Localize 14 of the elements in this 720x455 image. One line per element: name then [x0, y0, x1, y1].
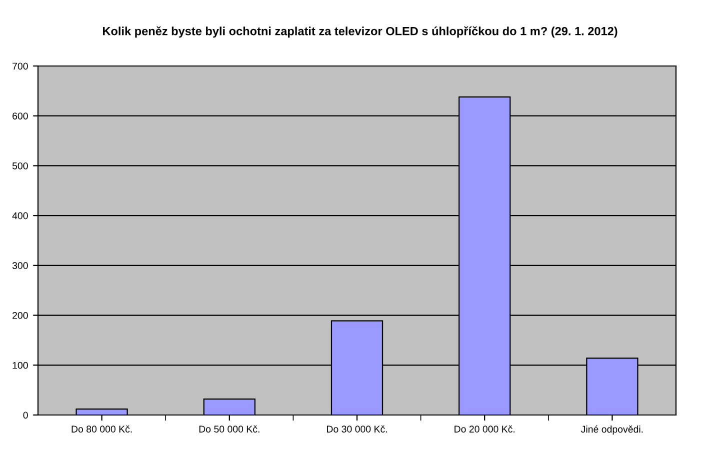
y-tick-label: 500	[12, 162, 28, 170]
x-tick-label: Do 30 000 Kč.	[326, 425, 387, 433]
y-tick-label: 0	[23, 412, 28, 419]
y-tick-label: 600	[12, 112, 28, 120]
chart-title: Kolik peněz byste byli ochotni zaplatit za televizor OLED s úhlopříčkou do 1 m? (29. 1. 2012)	[103, 26, 618, 38]
x-tick-label: Do 80 000 Kč.	[72, 425, 132, 433]
y-tick-label: 700	[12, 62, 28, 70]
y-tick-label: 200	[12, 312, 28, 319]
y-tick-label: 400	[12, 212, 28, 220]
x-tick-label: Do 20 000 Kč.	[454, 425, 515, 433]
x-tick-label: Jiné odpovědi.	[581, 425, 643, 435]
y-tick-label: 100	[12, 362, 28, 369]
y-tick-label: 300	[12, 262, 28, 270]
x-tick-label: Do 50 000 Kč.	[199, 425, 260, 433]
